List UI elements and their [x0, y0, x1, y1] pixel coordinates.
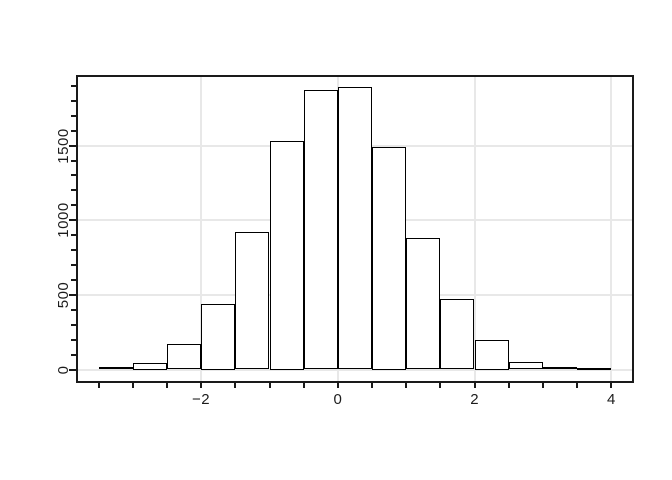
y-axis-major-tick	[69, 144, 76, 147]
y-axis-minor-tick	[71, 84, 76, 87]
x-axis-tick-label: 0	[333, 391, 343, 408]
x-axis-tick	[165, 383, 168, 388]
histogram-bar	[304, 90, 338, 369]
histogram-bar	[133, 363, 167, 370]
x-axis-tick	[473, 383, 476, 388]
y-axis-minor-tick	[71, 234, 76, 237]
histogram-bar	[509, 362, 543, 369]
x-axis-tick-label: 4	[607, 391, 616, 408]
y-axis-major-tick	[69, 293, 76, 296]
horizontal-gridline	[78, 368, 632, 371]
y-axis-minor-tick	[71, 204, 76, 207]
y-axis-minor-tick	[71, 279, 76, 282]
y-axis-minor-tick	[71, 129, 76, 132]
plot-area: −2 0 2 4 0 500 1000 1500	[55, 76, 632, 408]
x-axis-tick	[131, 383, 134, 388]
x-axis-tick	[97, 383, 100, 388]
x-axis-tick	[200, 383, 203, 388]
x-axis-tick	[610, 383, 613, 388]
y-axis-minor-tick	[71, 338, 76, 341]
y-axis-tick-label: 1500	[55, 127, 72, 164]
y-axis-major-tick	[69, 219, 76, 222]
x-axis-tick	[268, 383, 271, 388]
histogram-bar	[406, 238, 440, 369]
x-axis-tick	[507, 383, 510, 388]
histogram-bar	[372, 147, 406, 370]
y-axis-minor-tick	[71, 159, 76, 162]
vertical-gridline	[200, 76, 203, 381]
y-axis-tick-label: 500	[55, 281, 72, 309]
y-axis-minor-tick	[71, 323, 76, 326]
y-axis-tick-label: 1000	[55, 202, 72, 238]
y-axis-minor-tick	[71, 353, 76, 356]
y-axis-minor-tick	[71, 264, 76, 267]
histogram-bar	[235, 232, 269, 369]
y-axis-major-tick	[69, 368, 76, 371]
x-axis-tick	[234, 383, 237, 388]
vertical-gridline	[473, 76, 476, 381]
histogram-bar	[270, 141, 304, 370]
y-axis-minor-tick	[71, 114, 76, 117]
y-axis-minor-tick	[71, 99, 76, 102]
y-axis-minor-tick	[71, 308, 76, 311]
histogram-bar	[577, 368, 611, 370]
y-axis-minor-tick	[71, 174, 76, 177]
x-axis-tick-label: 2	[470, 391, 480, 408]
x-axis-tick	[371, 383, 374, 388]
vertical-gridline	[610, 76, 613, 381]
histogram-bar	[167, 344, 201, 369]
histogram-bar	[475, 340, 509, 370]
y-axis-minor-tick	[71, 189, 76, 192]
x-axis-tick	[302, 383, 305, 388]
x-axis-tick	[576, 383, 579, 388]
y-axis-minor-tick	[71, 249, 76, 252]
y-axis-tick-label: 0	[55, 365, 72, 375]
x-axis-tick-label: −2	[192, 391, 211, 408]
x-axis-tick	[542, 383, 545, 388]
x-axis-tick	[439, 383, 442, 388]
histogram-bar	[338, 87, 372, 369]
x-axis-tick	[405, 383, 408, 388]
histogram-bar	[201, 304, 235, 370]
x-axis-tick	[336, 383, 339, 388]
histogram-bar	[543, 367, 577, 369]
histogram-bar	[440, 299, 474, 369]
histogram-bar	[99, 367, 133, 369]
